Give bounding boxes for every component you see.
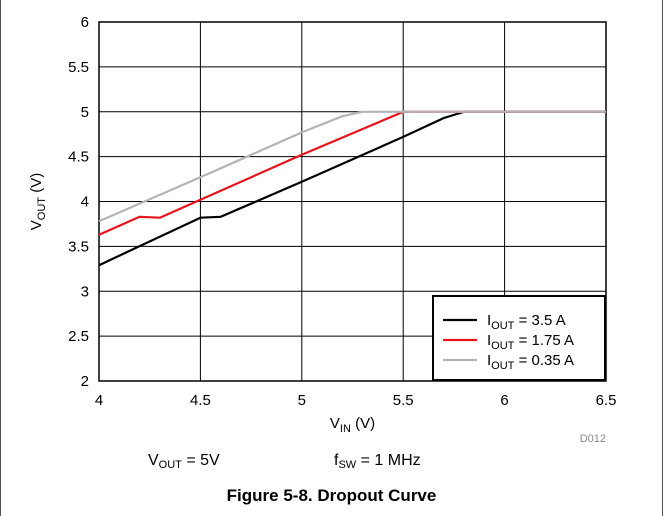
figure-caption: Figure 5-8. Dropout Curve (226, 486, 437, 505)
legend-label-2: IOUT = 1.75 A (487, 332, 574, 352)
y-tick-label: 3.5 (68, 238, 89, 255)
x-tick-label: 5.5 (393, 392, 414, 409)
legend-box (432, 295, 606, 381)
series-line-3 (98, 110, 606, 223)
y-tick-label: 6 (81, 14, 89, 31)
x-tick-label: 5 (298, 392, 306, 409)
y-tick-label: 5.5 (68, 59, 89, 76)
condition-vout: VOUT = 5V (148, 452, 220, 471)
y-tick-label: 5 (81, 104, 89, 121)
figure-id-annotation: D012 (580, 433, 606, 445)
legend-label-1: IOUT = 3.5 A (487, 312, 566, 332)
y-tick-label: 3 (81, 283, 89, 300)
y-tick-label: 2.5 (68, 328, 89, 345)
series-lines (98, 110, 606, 267)
x-tick-label: 6.5 (596, 392, 617, 409)
y-tick-label: 2 (81, 373, 89, 390)
x-tick-label: 4 (95, 392, 103, 409)
y-tick-label: 4.5 (68, 149, 89, 166)
condition-fsw: fSW = 1 MHz (334, 452, 421, 471)
plot-border (98, 21, 607, 382)
y-axis-label: VOUT (V) (28, 173, 48, 230)
x-tick-label: 4.5 (190, 392, 211, 409)
x-axis-label: VIN (V) (330, 415, 375, 435)
test-conditions: VOUT = 5V fSW = 1 MHz (0, 452, 663, 476)
x-tick-label: 6 (500, 392, 508, 409)
series-line-2 (98, 110, 606, 236)
legend-label-3: IOUT = 0.35 A (487, 352, 574, 372)
dropout-chart: 4 4.5 5 5.5 6 6.5 2 2.5 3 3.5 4 4.5 5 5.5 6 VIN (V) VOUT… (28, 14, 616, 445)
y-tick-label: 4 (81, 194, 89, 211)
